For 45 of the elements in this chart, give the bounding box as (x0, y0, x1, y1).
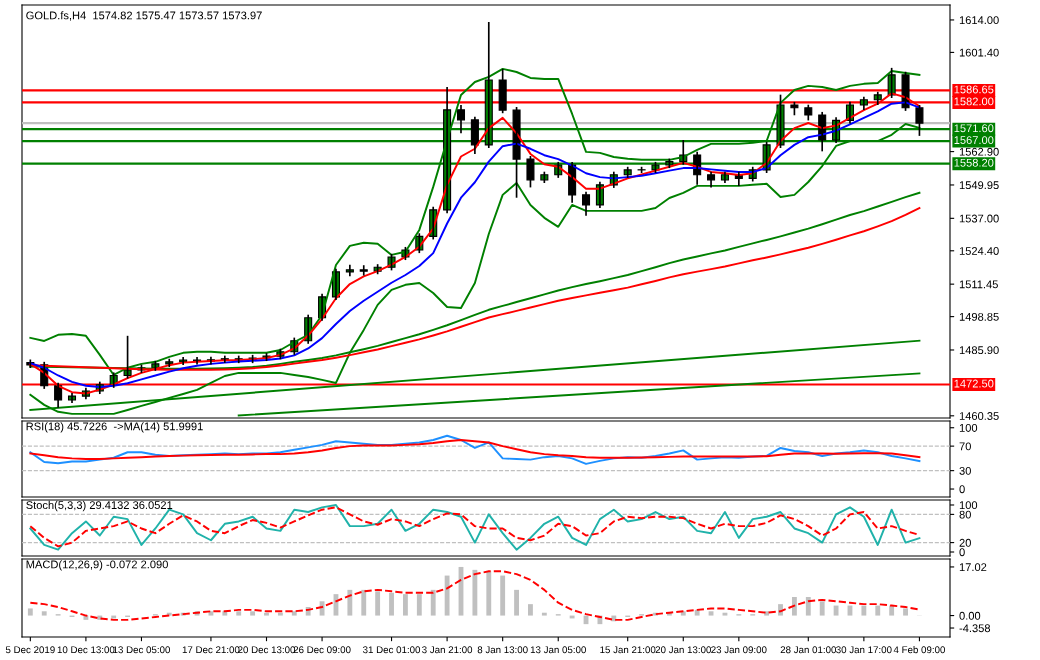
ref-line-label: 1586.65 (954, 85, 994, 94)
y-tick-label: 20 (959, 538, 971, 547)
x-tick-label: 15 Jan 21:00 (600, 646, 656, 654)
y-tick-label: 17.02 (959, 563, 987, 572)
x-tick-label: 8 Jan 13:00 (477, 646, 528, 654)
y-tick-label: 1524.40 (959, 247, 999, 255)
x-tick-label: 4 Feb 09:00 (893, 646, 946, 654)
y-tick-label: 1498.85 (959, 312, 999, 321)
y-tick-label: 1460.35 (959, 412, 999, 420)
y-tick-label: 1537.00 (959, 214, 999, 223)
x-tick-label: 28 Jan 01:00 (780, 646, 837, 654)
y-tick-label: 1549.95 (959, 181, 999, 190)
x-tick-label: 13 Dec 05:00 (113, 646, 171, 654)
y-tick-label: 1614.00 (959, 16, 999, 25)
x-tick-label: 10 Dec 13:00 (57, 646, 115, 654)
y-tick-label: 1601.40 (959, 48, 999, 57)
ref-line-label: 1558.20 (954, 158, 994, 167)
chart-title: Stoch(5,3,3) 29.4132 36.0521 (26, 500, 173, 512)
x-tick-label: 31 Dec 01:00 (362, 646, 421, 654)
x-tick-label: 30 Jan 17:00 (836, 646, 892, 654)
y-tick-label: 1485.90 (959, 346, 999, 355)
x-tick-label: 13 Jan 05:00 (530, 646, 586, 654)
x-tick-label: 26 Dec 09:00 (293, 646, 351, 654)
y-tick-label: -4.358 (959, 624, 991, 633)
chart-title: MACD(12,26,9) -0.072 2.090 (26, 560, 168, 571)
y-tick-label: 80 (959, 510, 971, 519)
ref-line-label: 1472.50 (954, 379, 994, 388)
ref-line-label: 1567.00 (954, 136, 994, 145)
y-tick-label: 100 (959, 424, 978, 432)
chart-title: GOLD.fs,H4 1574.82 1575.47 1573.57 1573.97 (26, 11, 262, 21)
chart-title: RSI(18) 45.7226 ->MA(14) 51.9991 (26, 422, 203, 433)
ref-line-label: 1582.00 (954, 97, 994, 106)
y-tick-label: 100 (959, 501, 978, 510)
ref-line-label: 1571.60 (954, 124, 994, 133)
y-tick-label: 1562.90 (959, 147, 999, 156)
x-tick-label: 5 Dec 2019 (5, 646, 55, 654)
x-tick-label: 20 Jan 13:00 (655, 646, 711, 654)
y-tick-label: 0 (959, 548, 965, 557)
y-tick-label: 30 (959, 466, 971, 475)
x-tick-label: 23 Jan 09:00 (711, 646, 767, 654)
y-tick-label: 70 (959, 442, 971, 451)
x-tick-label: 3 Jan 21:00 (422, 646, 473, 654)
y-tick-label: 0.00 (959, 611, 981, 620)
y-tick-label: 0 (959, 485, 965, 494)
y-tick-label: 1511.45 (959, 280, 998, 289)
